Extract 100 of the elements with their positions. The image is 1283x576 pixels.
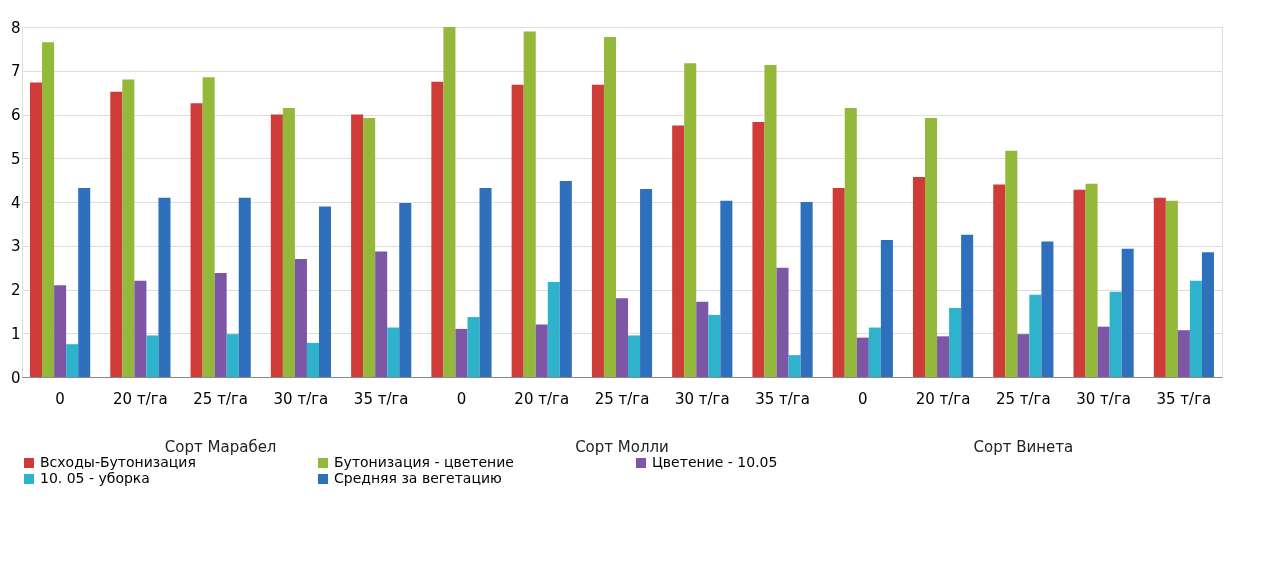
bar [351,114,364,377]
bar [832,188,845,377]
bar [42,42,55,377]
bar [511,84,524,377]
x-tick-label: 20 т/га [915,389,971,408]
x-tick-label: 0 [55,389,65,408]
bar [880,240,893,377]
bar [937,336,950,377]
bar [1109,291,1122,377]
bar [708,314,721,377]
bar [591,84,604,377]
bar [1121,248,1134,377]
bar [1189,280,1202,377]
legend-label: 10. 05 - уборка [40,470,150,486]
x-tick-label: 35 т/га [1156,389,1212,408]
y-tick-label: 0 [10,368,21,387]
bar [1165,200,1178,377]
bar [54,285,67,377]
bar [1201,252,1214,377]
bar [238,197,251,377]
bar [535,324,548,377]
bar [788,355,801,377]
text: Сорт Винета [973,438,1074,456]
x-tick-label: 0 [858,389,868,408]
bar [640,188,653,377]
bar [443,27,456,377]
bar [949,307,962,377]
bar [1005,150,1018,377]
bar [363,118,376,377]
legend-label: Бутонизация - цветение [334,454,514,470]
x-tick-label: 20 т/га [514,389,570,408]
bar [559,181,572,377]
x-tick-label: 35 т/га [353,389,409,408]
bar [214,272,227,377]
bar [856,337,869,377]
bar [134,280,147,377]
x-tick-label: 0 [456,389,467,408]
x-tick-label: 25 т/га [193,389,249,408]
bar [628,335,641,377]
bar [375,251,388,377]
x-tick-label: 25 т/га [594,389,650,408]
bar [1085,183,1098,377]
x-tick-label: 20 т/га [113,389,168,408]
bar [122,79,135,377]
bar [844,107,857,377]
bar [720,200,733,377]
legend-label: Цветение - 10.05 [652,454,778,470]
bar [993,184,1006,377]
bar [925,118,938,377]
y-tick-label: 2 [10,281,21,299]
bar [78,188,91,377]
y-tick-label: 5 [10,149,21,168]
bar [1177,330,1190,377]
y-tick-label: 6 [10,106,21,124]
bar [1029,294,1042,377]
bar [684,63,697,377]
bar [202,77,215,377]
bar [387,327,400,377]
bar [66,344,79,377]
bar [110,91,123,377]
bar [912,177,926,377]
y-tick-label: 1 [10,324,21,343]
bar [399,202,412,377]
bar [800,202,813,377]
bar [431,81,444,377]
bar [306,342,319,377]
x-tick-label: 25 т/га [995,389,1051,408]
bar [467,317,480,377]
bar [696,301,709,377]
bar [1041,241,1054,377]
bar [961,234,974,377]
text: Сорт Марабел [164,438,277,456]
bar [764,65,777,377]
bar [158,197,171,377]
bar [615,298,629,377]
bar [1153,197,1166,377]
x-tick-label: 30 т/га [674,389,730,408]
y-tick-label: 7 [10,62,21,81]
bar [270,114,283,377]
bar [868,327,881,377]
bar [318,206,332,377]
bar [294,258,307,377]
bar [190,103,203,377]
bar [226,334,239,377]
y-tick-label: 4 [10,193,21,212]
legend-label: Средняя за вегетацию [334,470,503,486]
bar [30,82,43,377]
legend-label: Всходы-Бутонизация [40,454,196,470]
bar [479,188,492,377]
y-tick-label: 3 [10,237,21,256]
bar [455,328,468,377]
bar [752,121,765,377]
y-tick-label: 8 [10,18,21,37]
bar [282,107,295,377]
x-tick-label: 35 т/га [755,389,810,408]
bar [1097,326,1110,377]
x-tick-label: 30 т/га [1076,389,1131,408]
bar [1017,334,1030,377]
bar [523,31,536,377]
bar [1073,189,1086,377]
